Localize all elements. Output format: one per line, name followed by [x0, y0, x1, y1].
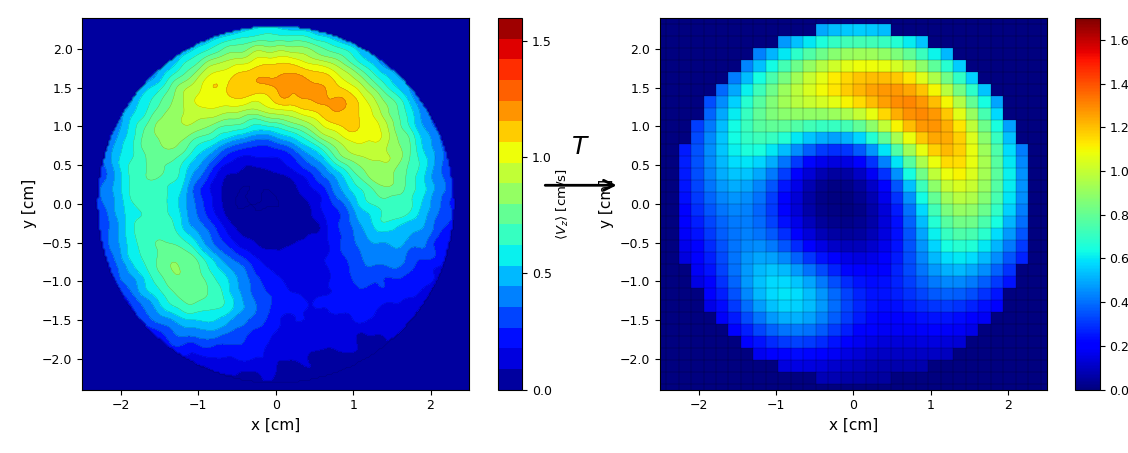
Y-axis label: y [cm]: y [cm] — [21, 179, 36, 228]
Y-axis label: y [cm]: y [cm] — [599, 179, 614, 228]
Text: $T$: $T$ — [572, 136, 590, 159]
X-axis label: x [cm]: x [cm] — [252, 418, 300, 433]
X-axis label: x [cm]: x [cm] — [829, 418, 878, 433]
Y-axis label: $\langle V_z \rangle$ [cm/s]: $\langle V_z \rangle$ [cm/s] — [555, 168, 571, 240]
